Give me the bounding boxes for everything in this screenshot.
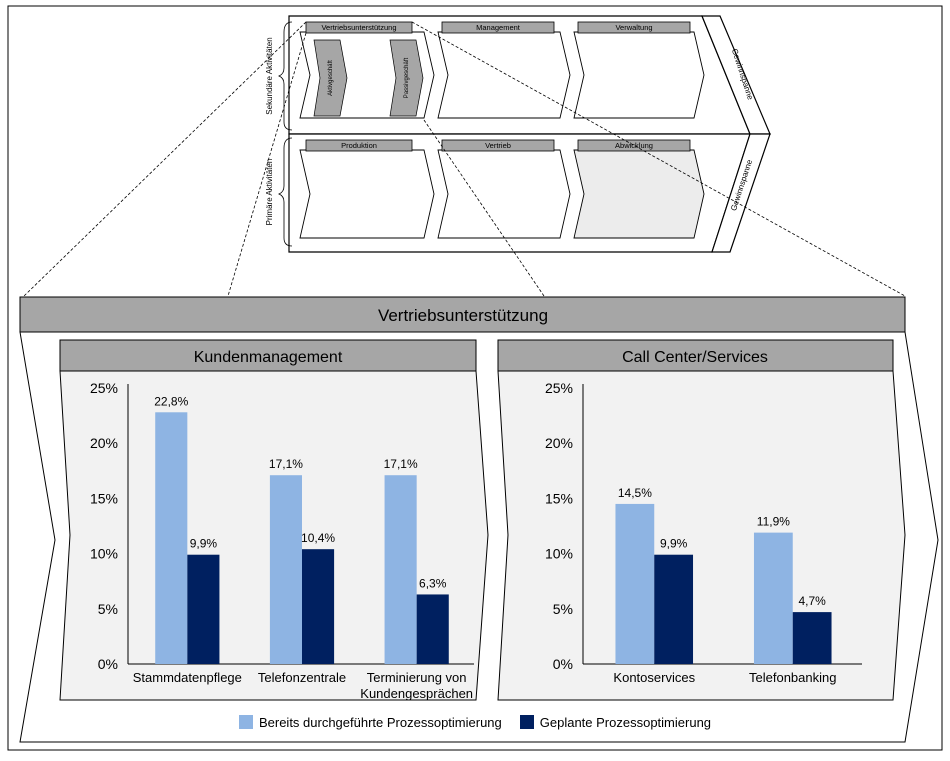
activity-vertrieb: Vertrieb — [437, 139, 571, 239]
activity-header — [577, 139, 691, 152]
bar — [753, 532, 793, 664]
activity-management: Management — [437, 21, 571, 119]
activity-header — [441, 139, 555, 152]
y-tick-label: 25% — [90, 380, 118, 396]
y-tick-label: 20% — [90, 435, 118, 451]
activity-header — [441, 21, 555, 34]
chart-call-center: 0% 5% 10% 15% 20% 25% 14,5% 9,9% Kontoservices 11… — [545, 380, 862, 685]
x-category-label: Stammdatenpflege — [133, 670, 242, 685]
legend-item: Bereits durchgeführte Prozessoptimierung — [238, 714, 502, 730]
legend-swatch — [519, 715, 534, 729]
chart-legend: Bereits durchgeführte Prozessoptimierung… — [0, 711, 950, 733]
legend-label: Geplante Prozessoptimierung — [539, 714, 712, 730]
y-tick-label: 15% — [90, 490, 118, 506]
zoom-line — [23, 21, 307, 297]
zoom-line — [227, 32, 307, 297]
legend-item: Geplante Prozessoptimierung — [519, 714, 712, 730]
activity-header — [305, 139, 413, 152]
bar — [384, 475, 417, 664]
activity-abwicklung: Abwicklung — [573, 139, 705, 239]
data-label: 17,1% — [384, 457, 418, 471]
y-tick-label: 20% — [545, 435, 573, 451]
bar — [155, 412, 188, 664]
legend-label: Bereits durchgeführte Prozessoptimierung — [258, 714, 502, 730]
x-category-label: Telefonzentrale — [258, 670, 346, 685]
primary-brace — [277, 137, 293, 247]
sub-activity-label: Aktivgeschäft — [328, 60, 334, 96]
secondary-activities-label: Sekundäre Aktivitäten — [265, 37, 274, 114]
bar — [615, 503, 655, 664]
y-tick-label: 5% — [98, 601, 118, 617]
margin-band-bottom — [711, 133, 771, 253]
x-category-label: Telefonbanking — [749, 670, 836, 685]
bar — [792, 612, 832, 664]
y-tick-label: 10% — [545, 546, 573, 562]
data-label: 10,4% — [301, 531, 335, 545]
panel-header — [497, 339, 894, 372]
activity-chevron — [299, 149, 435, 239]
detail-header — [19, 296, 906, 333]
data-label: 9,9% — [660, 537, 688, 551]
chart-title: Call Center/Services — [622, 349, 768, 366]
bar — [187, 554, 220, 664]
zoom-line — [423, 119, 545, 297]
sub-activity-passivgeschaeft — [389, 39, 424, 117]
activity-chevron — [573, 149, 705, 239]
data-label: 6,3% — [419, 576, 447, 590]
bar — [269, 475, 302, 664]
sub-activity-label: Passivgeschäft — [404, 57, 410, 98]
detail-section: Vertriebsunterstützung Kundenmanagement … — [19, 296, 939, 743]
activity-label: Produktion — [341, 141, 377, 150]
x-category-label: Kontoservices — [613, 670, 695, 685]
primary-activities-label: Primäre Aktivitäten — [265, 159, 274, 226]
activity-verwaltung: Verwaltung — [573, 21, 705, 119]
panel-header — [59, 339, 477, 372]
detail-title: Vertriebsunterstützung — [378, 306, 548, 325]
data-label: 4,7% — [798, 594, 826, 608]
activity-header — [305, 21, 413, 34]
y-tick-label: 0% — [98, 656, 118, 672]
value-chain-overview: Sekundäre Aktivitäten Primäre Aktivitäte… — [23, 15, 906, 297]
activity-label: Abwicklung — [615, 141, 653, 150]
activity-label: Verwaltung — [615, 23, 652, 32]
activity-chevron — [437, 31, 571, 119]
activity-header — [577, 21, 691, 34]
secondary-brace — [277, 21, 293, 131]
legend-swatch — [238, 715, 253, 729]
y-tick-label: 0% — [553, 656, 573, 672]
chart-kundenmanagement: 0% 5% 10% 15% 20% 25% 22,8% 9,9% Stammdatenpfleg… — [90, 380, 474, 701]
panel-call-center — [497, 370, 906, 701]
y-tick-label: 5% — [553, 601, 573, 617]
y-tick-label: 15% — [545, 490, 573, 506]
data-label: 17,1% — [269, 457, 303, 471]
x-category-label: Terminierung von Kundengesprächen — [360, 670, 473, 701]
data-label: 22,8% — [154, 394, 188, 408]
bar — [302, 549, 335, 664]
data-label: 14,5% — [618, 486, 652, 500]
data-label: 9,9% — [190, 537, 218, 551]
bar — [416, 594, 449, 664]
activity-vertriebsunterstuetzung: Vertriebsunterstützung Aktivgeschäft Pas… — [299, 21, 435, 119]
chart-title: Kundenmanagement — [194, 349, 343, 366]
data-label: 11,9% — [757, 515, 790, 529]
activity-label: Management — [476, 23, 521, 32]
bar — [654, 554, 694, 664]
activity-chevron — [573, 31, 705, 119]
y-tick-label: 10% — [90, 546, 118, 562]
sub-activity-aktivgeschaeft — [313, 39, 348, 117]
activity-produktion: Produktion — [299, 139, 435, 239]
outer-frame — [7, 5, 943, 751]
activity-label: Vertrieb — [485, 141, 511, 150]
activity-chevron — [437, 149, 571, 239]
activity-label: Vertriebsunterstützung — [321, 23, 396, 32]
zoom-line — [411, 21, 906, 297]
y-tick-label: 25% — [545, 380, 573, 396]
